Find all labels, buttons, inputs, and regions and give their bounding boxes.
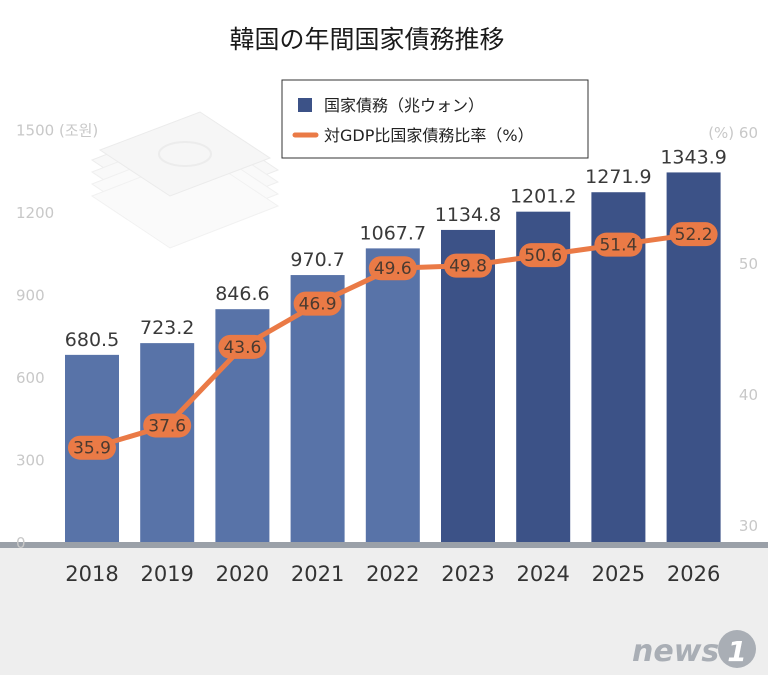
news1-logo: news 1 — [632, 630, 756, 669]
ratio-label-2022: 49.6 — [374, 259, 412, 279]
logo-text: news — [632, 634, 719, 669]
bar-label-2020: 846.6 — [215, 283, 269, 305]
left-axis-tick-3: 900 — [16, 287, 45, 305]
ratio-point-2019 — [143, 413, 192, 438]
banknote-stack-icon — [90, 111, 280, 249]
ratio-point-2018 — [68, 435, 116, 460]
x-tick-2022: 2022 — [366, 562, 419, 586]
ratio-point-2021 — [293, 291, 342, 316]
ratio-point-2022 — [368, 256, 417, 281]
chart-title: 韓国の年間国家債務推移 — [229, 25, 504, 54]
bar-2021 — [290, 275, 345, 542]
bar-label-2024: 1201.2 — [510, 186, 576, 208]
x-axis: 2018 2019 2020 2021 2022 2023 2024 2025 2026 — [65, 562, 720, 586]
x-tick-2020: 2020 — [216, 562, 269, 586]
right-axis-tick-2: 50 — [739, 255, 758, 273]
ratio-label-2026: 52.2 — [675, 225, 713, 245]
ratio-label-2021: 46.9 — [299, 295, 337, 315]
bar-label-2023: 1134.8 — [435, 204, 501, 226]
right-axis: 30 40 50 (%) 60 — [708, 124, 758, 535]
x-tick-2018: 2018 — [65, 562, 118, 586]
x-tick-2019: 2019 — [140, 562, 193, 586]
right-axis-tick-0: 30 — [739, 517, 758, 535]
ratio-label-2019: 37.6 — [148, 416, 186, 436]
legend: 国家債務（兆ウォン） 対GDP比国家債務比率（%） — [281, 79, 589, 159]
bar-2023 — [441, 229, 495, 542]
bar-label-2025: 1271.9 — [585, 166, 651, 188]
ratio-point-2020 — [218, 334, 267, 359]
left-axis-tick-5: 1500 (조원) — [16, 122, 98, 140]
ratio-label-2018: 35.9 — [73, 439, 111, 459]
ratio-point-2023 — [444, 253, 492, 278]
logo-digit: 1 — [727, 635, 746, 668]
bar-label-2026: 1343.9 — [660, 146, 726, 168]
x-tick-2021: 2021 — [291, 562, 344, 586]
left-axis: 0 300 600 900 1200 1500 (조원) — [16, 122, 98, 553]
x-tick-2026: 2026 — [667, 562, 720, 586]
legend-label-debt: 国家債務（兆ウォン） — [324, 96, 484, 115]
x-tick-2023: 2023 — [441, 562, 494, 586]
bar-2022 — [365, 248, 420, 542]
floor-band — [0, 545, 768, 675]
left-axis-tick-1: 300 — [16, 452, 45, 470]
right-axis-tick-1: 40 — [739, 386, 758, 404]
left-axis-tick-2: 600 — [16, 369, 45, 387]
ratio-label-2023: 49.8 — [449, 257, 487, 277]
ratio-label-2020: 43.6 — [223, 338, 261, 358]
bar-label-2018: 680.5 — [65, 329, 119, 351]
bar-value-labels: 680.5 723.2 846.6 970.7 1067.7 1134.8 1201.2 12… — [65, 146, 727, 350]
ratio-point-2024 — [519, 243, 568, 268]
ratio-point-2026 — [669, 222, 718, 247]
legend-label-ratio: 対GDP比国家債務比率（%） — [324, 126, 534, 145]
ratio-label-2025: 51.4 — [599, 236, 637, 256]
left-axis-tick-4: 1200 — [16, 204, 54, 222]
legend-box — [281, 79, 589, 159]
bar-2019 — [140, 343, 195, 542]
logo-badge — [718, 630, 756, 668]
x-tick-2025: 2025 — [592, 562, 645, 586]
ratio-series: 35.9 37.6 43.6 46.9 49.6 49.8 50.6 51.4 52.2 — [68, 222, 718, 460]
ratio-point-2025 — [594, 232, 643, 257]
right-axis-tick-3: (%) 60 — [708, 124, 758, 142]
left-axis-tick-0: 0 — [16, 534, 26, 552]
bar-label-2022: 1067.7 — [360, 222, 426, 244]
ratio-label-2024: 50.6 — [524, 246, 562, 266]
bar-label-2019: 723.2 — [140, 317, 194, 339]
bar-label-2021: 970.7 — [290, 249, 344, 271]
x-tick-2024: 2024 — [516, 562, 569, 586]
legend-swatch-debt — [298, 98, 312, 112]
